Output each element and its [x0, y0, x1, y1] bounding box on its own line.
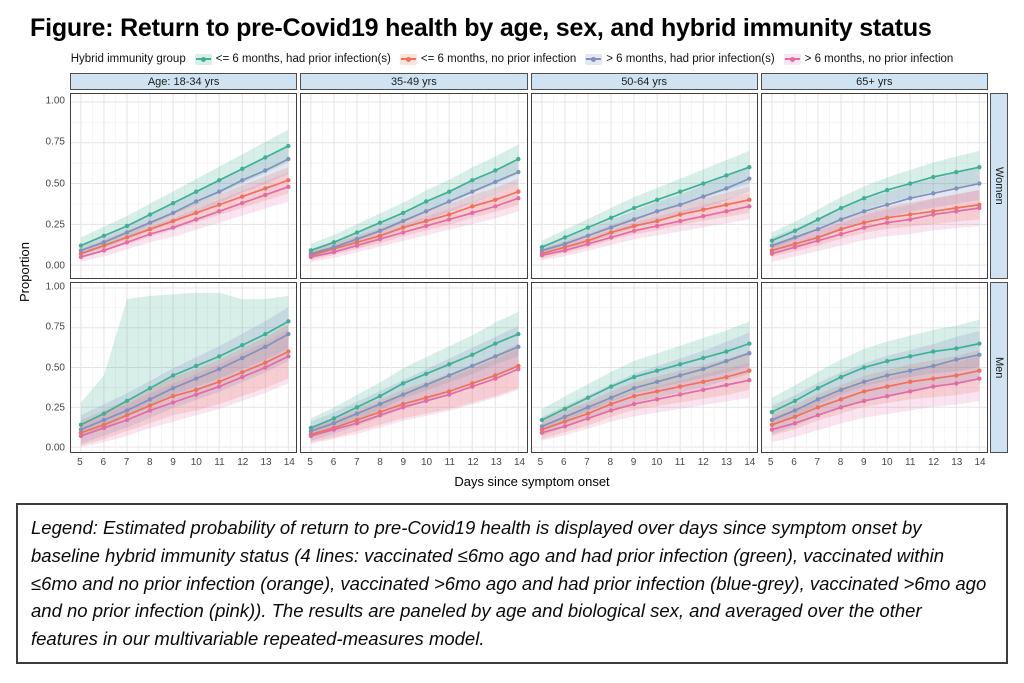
panel-women-18-34	[70, 93, 298, 279]
y-tick-label: 0.25	[45, 402, 65, 414]
x-ticks-col4: 5 6 7 8 9 10 11 12 13 14	[761, 456, 988, 472]
x-tick-label: 14	[283, 457, 295, 468]
legend-key-icon	[783, 53, 801, 65]
facet-header-age-65plus: 65+ yrs	[760, 73, 988, 90]
x-tick-label: 9	[860, 457, 867, 468]
x-tick-label: 12	[467, 457, 479, 468]
panel-men-65plus	[760, 282, 988, 453]
faceted-line-chart: Proportion 1.00 0.75 0.50 0.25 0.00 1.00 0.75…	[16, 73, 1008, 472]
x-tick-label: 12	[927, 457, 940, 468]
y-tick-label: 0.75	[45, 136, 65, 148]
x-ticks-col2: 5 6 7 8 9 10 11 12 13 14	[300, 456, 527, 472]
x-tick-label: 13	[951, 457, 963, 468]
y-axis-title: Proportion	[17, 242, 32, 303]
x-tick-label: 7	[123, 457, 130, 468]
x-tick-label: 10	[190, 457, 202, 468]
y-ticks-men: 1.00 0.75 0.50 0.25 0.00	[33, 281, 70, 454]
x-tick-label: 13	[490, 457, 502, 468]
x-tick-label: 11	[905, 457, 916, 468]
x-tick-label: 12	[697, 457, 709, 468]
x-tick-label: 7	[814, 457, 820, 468]
x-tick-label: 5	[767, 457, 774, 468]
x-tick-label: 10	[651, 457, 663, 468]
x-tick-label: 6	[100, 457, 106, 468]
x-tick-label: 10	[420, 457, 433, 468]
legend-item-label: > 6 months, had prior infection(s)	[606, 53, 775, 65]
sex-strips: Women Men	[990, 73, 1008, 472]
x-tick-label: 5	[307, 457, 313, 468]
x-ticks-col3: 5 6 7 8 9 10 11 12 13 14	[531, 456, 758, 472]
x-tick-label: 14	[744, 457, 756, 468]
legend-item-label: <= 6 months, no prior infection	[420, 53, 577, 65]
x-tick-label: 6	[791, 457, 797, 468]
figure-title: Figure: Return to pre-Covid19 health by …	[30, 14, 932, 42]
legend-item-2: > 6 months, had prior infection(s)	[585, 53, 775, 65]
legend-item-1: <= 6 months, no prior infection	[399, 53, 577, 65]
x-tick-label: 14	[513, 457, 526, 468]
x-tick-label: 9	[170, 457, 176, 468]
legend-key-icon	[399, 53, 417, 65]
y-tick-label: 0.50	[45, 362, 65, 373]
x-tick-label: 5	[537, 457, 544, 468]
x-tick-label: 11	[214, 457, 225, 468]
x-tick-label: 10	[881, 457, 893, 468]
panel-women-65plus	[760, 93, 988, 279]
x-axis-title: Days since symptom onset	[454, 474, 610, 489]
x-tick-label: 8	[146, 457, 153, 468]
panel-men-50-64	[530, 282, 758, 453]
y-tick-label: 0.50	[45, 178, 65, 189]
facet-strip-women: Women	[990, 93, 1008, 279]
x-tick-label: 11	[444, 457, 455, 468]
x-tick-label: 5	[77, 457, 83, 468]
caption-box: Legend: Estimated probability of return …	[16, 503, 1008, 664]
y-tick-label: 0.00	[45, 442, 65, 454]
panel-men-18-34	[70, 282, 298, 453]
x-tick-label: 7	[353, 457, 360, 468]
legend-item-label: <= 6 months, had prior infection(s)	[215, 53, 391, 65]
panel-grid: Age: 18-34 yrs 35-49 yrs 50-64 yrs 65+ y…	[70, 73, 988, 472]
y-ticks-women: 1.00 0.75 0.50 0.25 0.00	[33, 93, 70, 279]
x-tick-label: 11	[674, 457, 686, 468]
x-tick-label: 13	[260, 457, 272, 468]
x-tick-label: 13	[720, 457, 733, 468]
legend-title: Hybrid immunity group	[70, 53, 186, 65]
y-tick-label: 0.25	[45, 219, 65, 231]
facet-header-age-50-64: 50-64 yrs	[530, 73, 758, 90]
caption-text: Legend: Estimated probability of return …	[31, 517, 987, 649]
x-ticks-col1: 5 6 7 8 9 10 11 12 13 14	[70, 456, 297, 472]
facet-strip-men: Men	[990, 282, 1008, 453]
y-tick-label: 1.00	[45, 95, 65, 107]
y-tick-label: 0.75	[45, 321, 65, 333]
x-tick-label: 7	[584, 457, 590, 468]
x-tick-label: 6	[560, 457, 567, 468]
y-axis-ticks: 1.00 0.75 0.50 0.25 0.00 1.00 0.75 0.50 0.25 0.0…	[33, 73, 70, 472]
x-tick-label: 8	[377, 457, 383, 468]
hybrid-immunity-legend: Hybrid immunity group <= 6 months, had p…	[16, 53, 1008, 65]
y-tick-label: 0.00	[45, 260, 65, 272]
panel-women-35-49	[300, 93, 528, 279]
legend-key-icon	[194, 53, 212, 65]
figure-page: Figure: Return to pre-Covid19 health by …	[16, 14, 1008, 664]
legend-item-label: > 6 months, no prior infection	[804, 53, 954, 65]
x-tick-label: 6	[330, 457, 337, 468]
x-tick-label: 9	[400, 457, 407, 468]
y-tick-label: 1.00	[45, 281, 65, 293]
facet-header-age-35-49: 35-49 yrs	[300, 73, 528, 90]
x-tick-label: 9	[630, 457, 637, 468]
panel-women-50-64	[530, 93, 758, 279]
legend-item-0: <= 6 months, had prior infection(s)	[194, 53, 391, 65]
x-tick-label: 14	[974, 457, 986, 468]
x-tick-label: 8	[607, 457, 614, 468]
x-tick-label: 12	[237, 457, 249, 468]
x-tick-label: 8	[837, 457, 844, 468]
legend-item-3: > 6 months, no prior infection	[783, 53, 954, 65]
legend-key-icon	[585, 53, 603, 65]
facet-header-age-18-34: Age: 18-34 yrs	[70, 73, 298, 90]
panel-men-35-49	[300, 282, 528, 453]
